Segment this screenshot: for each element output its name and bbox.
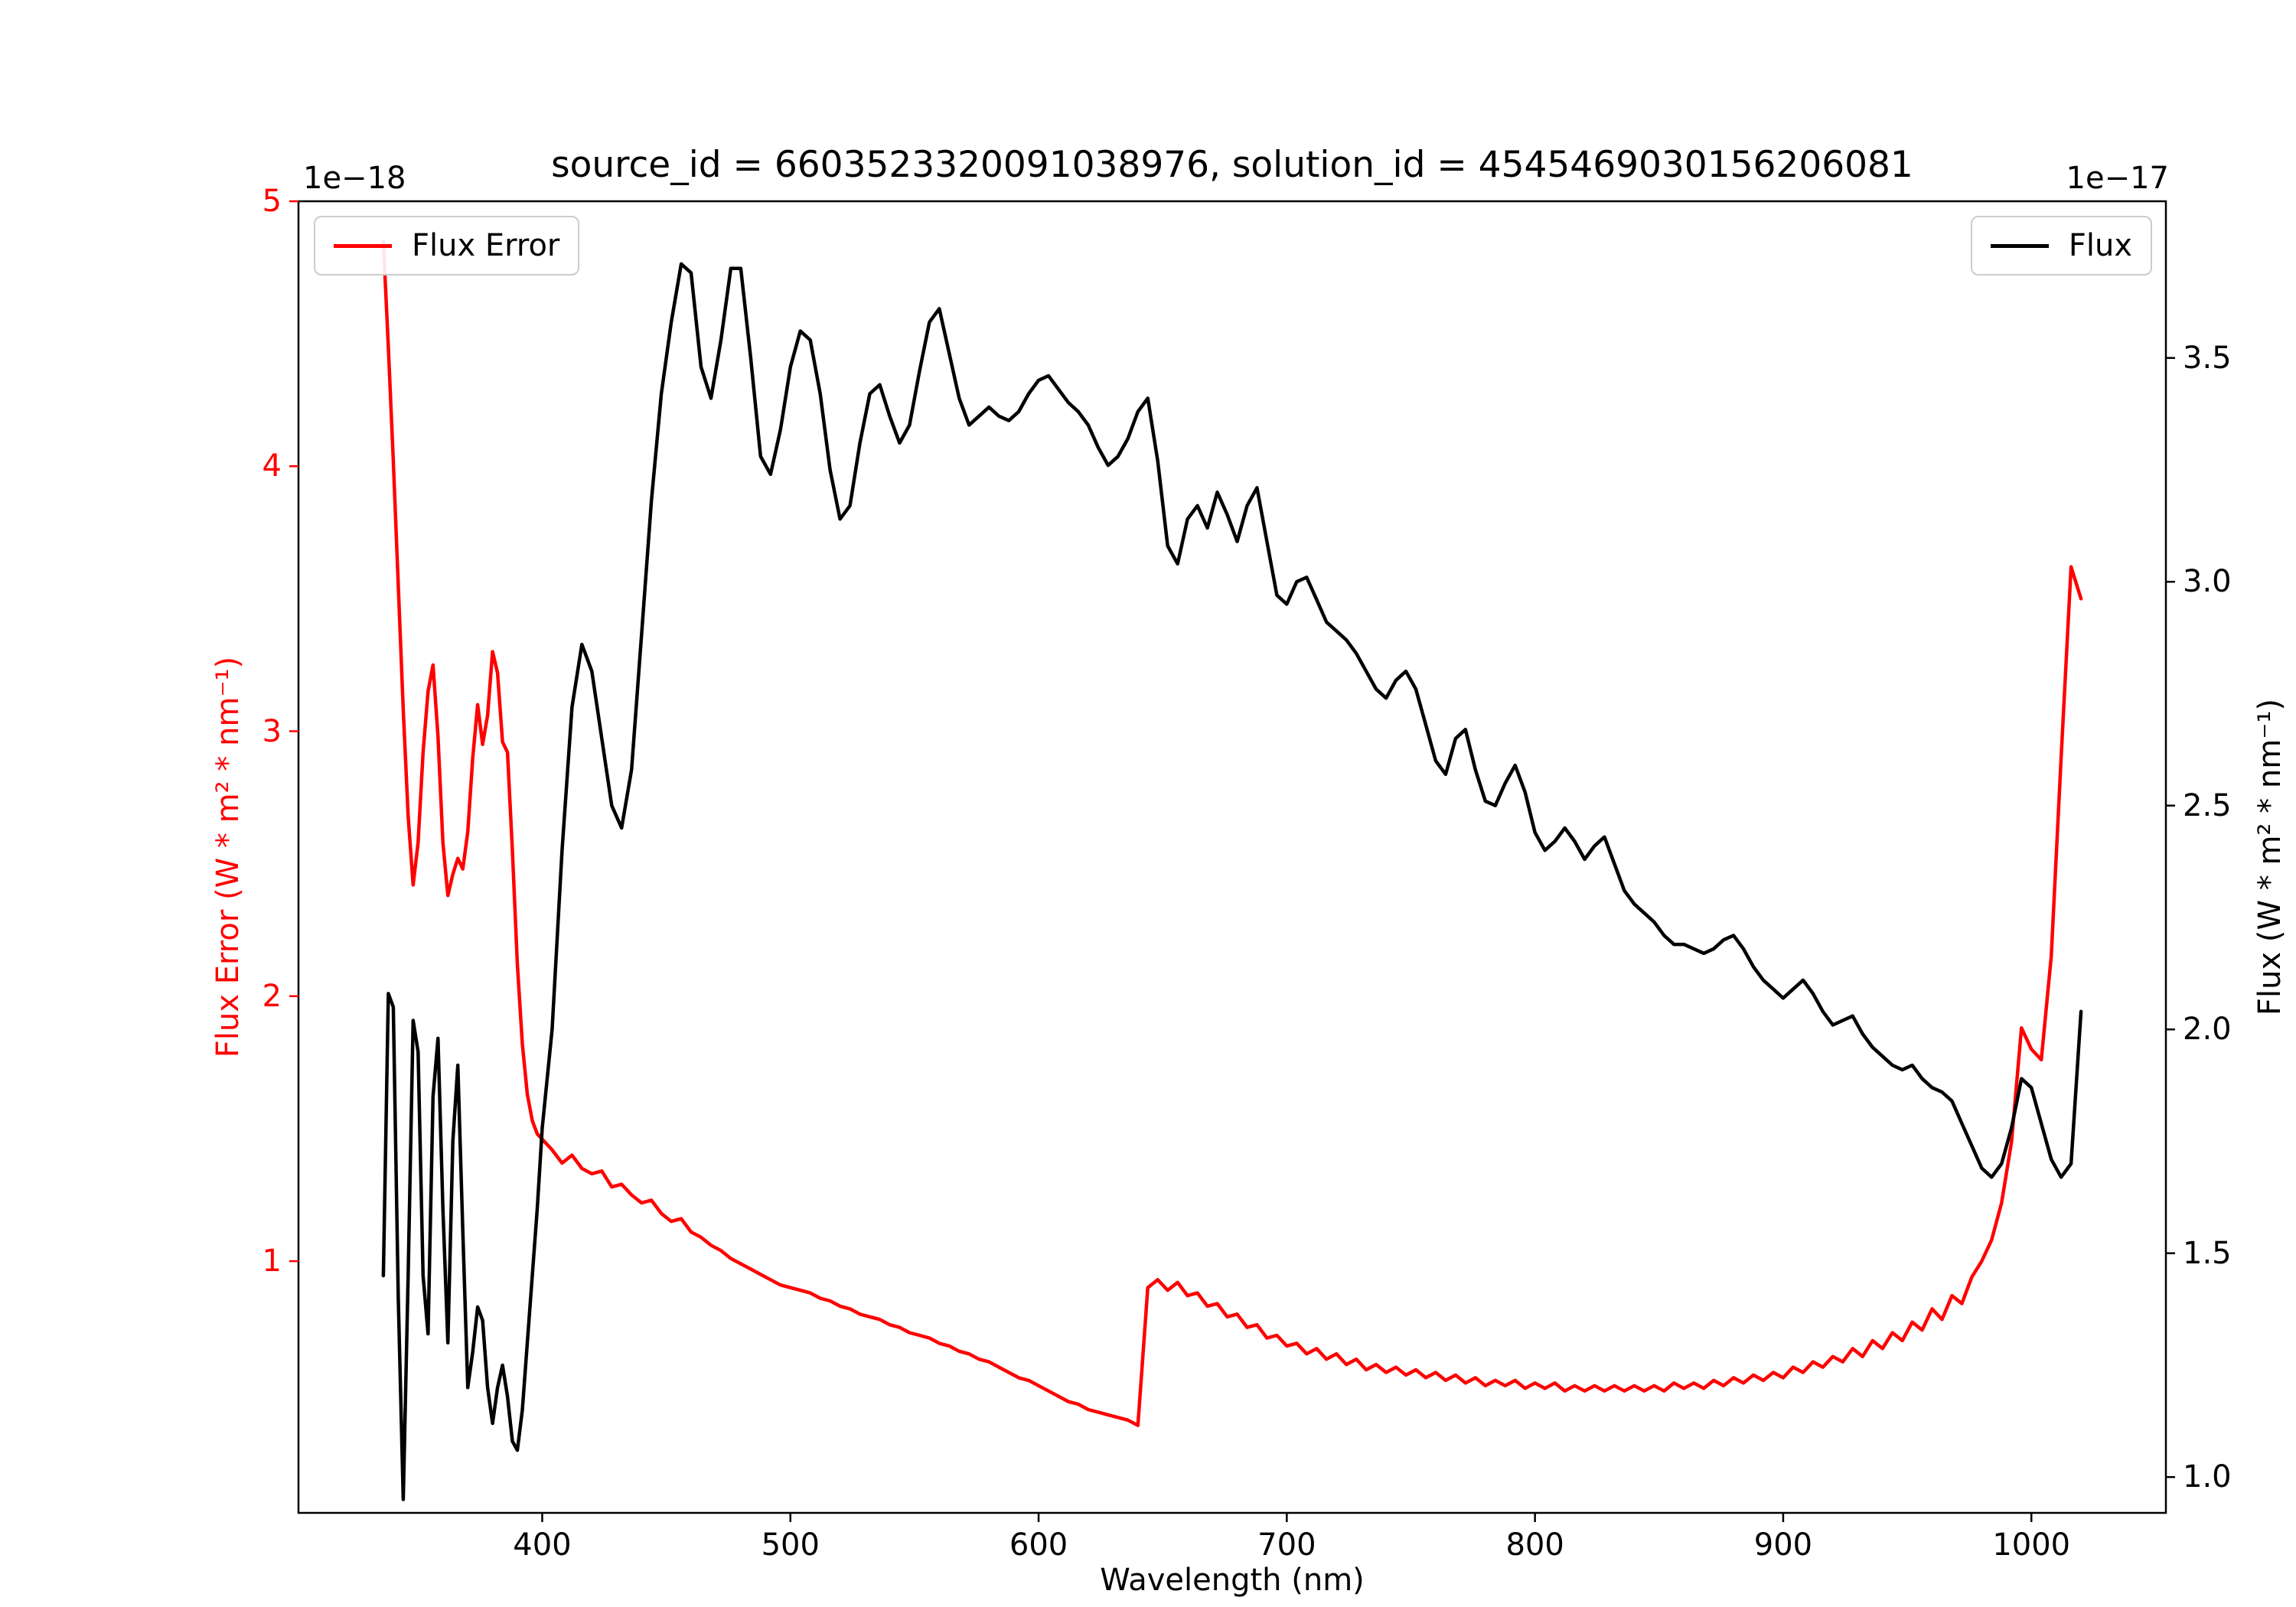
left-y-tick-label: 3 [262, 713, 282, 749]
right-y-tick-label: 3.5 [2183, 340, 2232, 376]
x-tick-label: 600 [1009, 1527, 1068, 1563]
legend-flux: Flux [1970, 216, 2152, 275]
x-axis-label: Wavelength (nm) [1100, 1563, 1365, 1598]
legend-flux-label: Flux [2068, 228, 2132, 263]
right-axis-label: Flux (W * m² * nm⁻¹) [2252, 699, 2288, 1015]
x-tick-label: 700 [1257, 1527, 1316, 1563]
x-tick-label: 900 [1753, 1527, 1813, 1563]
x-tick-label: 1000 [1992, 1527, 2071, 1563]
legend-flux-line [1990, 243, 2049, 248]
legend-flux-error-label: Flux Error [412, 228, 560, 263]
left-y-tick-label: 4 [262, 448, 282, 484]
x-tick-label: 500 [761, 1527, 820, 1563]
series-line-flux-error [381, 239, 2083, 1427]
legend-flux-error: Flux Error [314, 216, 580, 275]
right-y-tick-label: 1.5 [2183, 1235, 2232, 1271]
left-y-tick-label: 1 [262, 1244, 282, 1279]
plot-canvas [289, 200, 2175, 1522]
right-y-tick-label: 3.0 [2183, 564, 2232, 600]
legend-flux-error-line [334, 243, 392, 248]
x-tick-label: 800 [1505, 1527, 1564, 1563]
plot-area [289, 200, 2175, 1522]
right-y-tick-label: 1.0 [2183, 1459, 2232, 1495]
left-axis-label: Flux Error (W * m² * nm⁻¹) [210, 656, 246, 1058]
x-tick-label: 400 [513, 1527, 572, 1563]
chart-title: source_id = 6603523320091038976, solutio… [551, 144, 1913, 186]
series-line-flux [381, 262, 2083, 1501]
left-y-tick-label: 5 [262, 184, 282, 219]
left-y-tick-label: 2 [262, 978, 282, 1014]
right-axis-offset-label: 1e−17 [2066, 161, 2169, 196]
right-y-tick-label: 2.5 [2183, 787, 2232, 823]
left-axis-offset-label: 1e−18 [303, 161, 406, 196]
right-y-tick-label: 2.0 [2183, 1012, 2232, 1048]
